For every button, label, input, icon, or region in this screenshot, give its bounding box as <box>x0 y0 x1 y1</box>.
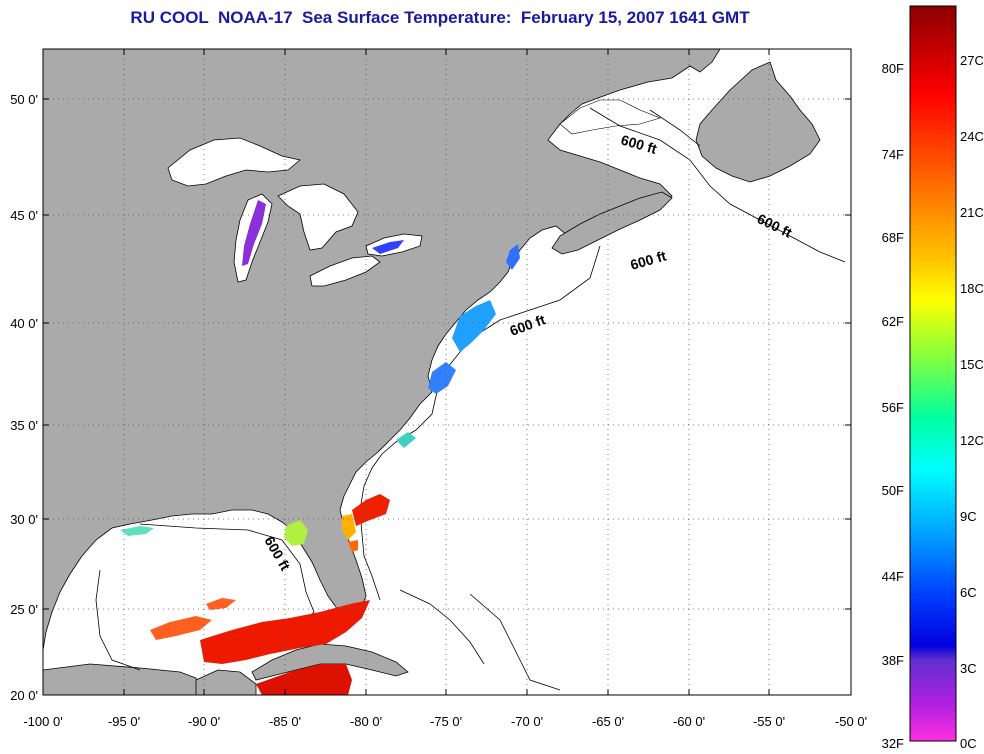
longitude-labels: -100 0' -95 0' -90 0' -85 0' -80 0' -75 0' -70… <box>23 714 867 729</box>
colorbar-celsius-labels: 27C 24C 21C 18C 15C 12C 9C 6C 3C 0C <box>960 53 984 751</box>
colorbar-c-label: 0C <box>960 736 977 751</box>
colorbar-c-label: 21C <box>960 205 984 220</box>
land-nova-scotia <box>551 191 673 255</box>
colorbar-c-label: 18C <box>960 281 984 296</box>
longitude-label: -100 0' <box>23 714 62 729</box>
latitude-label: 25 0' <box>10 602 38 617</box>
colorbar-c-label: 9C <box>960 509 977 524</box>
colorbar-f-label: 50F <box>882 483 904 498</box>
longitude-label: -90 0' <box>188 714 220 729</box>
land-yucatan <box>43 663 201 695</box>
latitude-label: 45 0' <box>10 208 38 223</box>
colorbar-f-label: 80F <box>882 61 904 76</box>
colorbar-f-label: 62F <box>882 314 904 329</box>
latitude-label: 40 0' <box>10 316 38 331</box>
longitude-label: -50 0' <box>835 714 867 729</box>
hudson-gulf-water <box>559 99 661 135</box>
colorbar-f-label: 68F <box>882 230 904 245</box>
isobath-600ft <box>95 107 846 691</box>
colorbar-f-label: 32F <box>882 736 904 751</box>
longitude-label: -75 0' <box>430 714 462 729</box>
latitude-label: 35 0' <box>10 418 38 433</box>
lake-superior <box>167 137 301 187</box>
longitude-label: -60 0' <box>673 714 705 729</box>
map-title: RU COOL NOAA-17 Sea Surface Temperature:… <box>130 8 750 27</box>
colorbar-fahrenheit-labels: 80F 74F 68F 62F 56F 50F 44F 38F 32F <box>882 61 904 751</box>
longitude-label: -70 0' <box>511 714 543 729</box>
colorbar-c-label: 27C <box>960 53 984 68</box>
latitude-label: 30 0' <box>10 512 38 527</box>
lake-erie <box>309 255 381 287</box>
colorbar-c-label: 12C <box>960 433 984 448</box>
lake-huron <box>277 183 359 251</box>
longitude-label: -80 0' <box>350 714 382 729</box>
colorbar <box>909 5 957 742</box>
latitude-label: 50 0' <box>10 92 38 107</box>
colorbar-c-label: 3C <box>960 661 977 676</box>
latitude-label: 20 0' <box>10 688 38 703</box>
latitude-labels: 50 0' 45 0' 40 0' 35 0' 30 0' 25 0' 20 0' <box>10 92 38 703</box>
colorbar-c-label: 24C <box>960 129 984 144</box>
longitude-label: -95 0' <box>108 714 140 729</box>
colorbar-c-label: 15C <box>960 357 984 372</box>
colorbar-f-label: 38F <box>882 653 904 668</box>
land-newfoundland <box>695 61 821 183</box>
colorbar-f-label: 56F <box>882 400 904 415</box>
land-cuba <box>251 643 409 681</box>
colorbar-f-label: 44F <box>882 569 904 584</box>
longitude-label: -85 0' <box>269 714 301 729</box>
colorbar-c-label: 6C <box>960 585 977 600</box>
longitude-label: -55 0' <box>753 714 785 729</box>
sst-patches <box>120 200 520 695</box>
longitude-label: -65 0' <box>592 714 624 729</box>
colorbar-f-label: 74F <box>882 147 904 162</box>
map-frame <box>42 48 852 696</box>
